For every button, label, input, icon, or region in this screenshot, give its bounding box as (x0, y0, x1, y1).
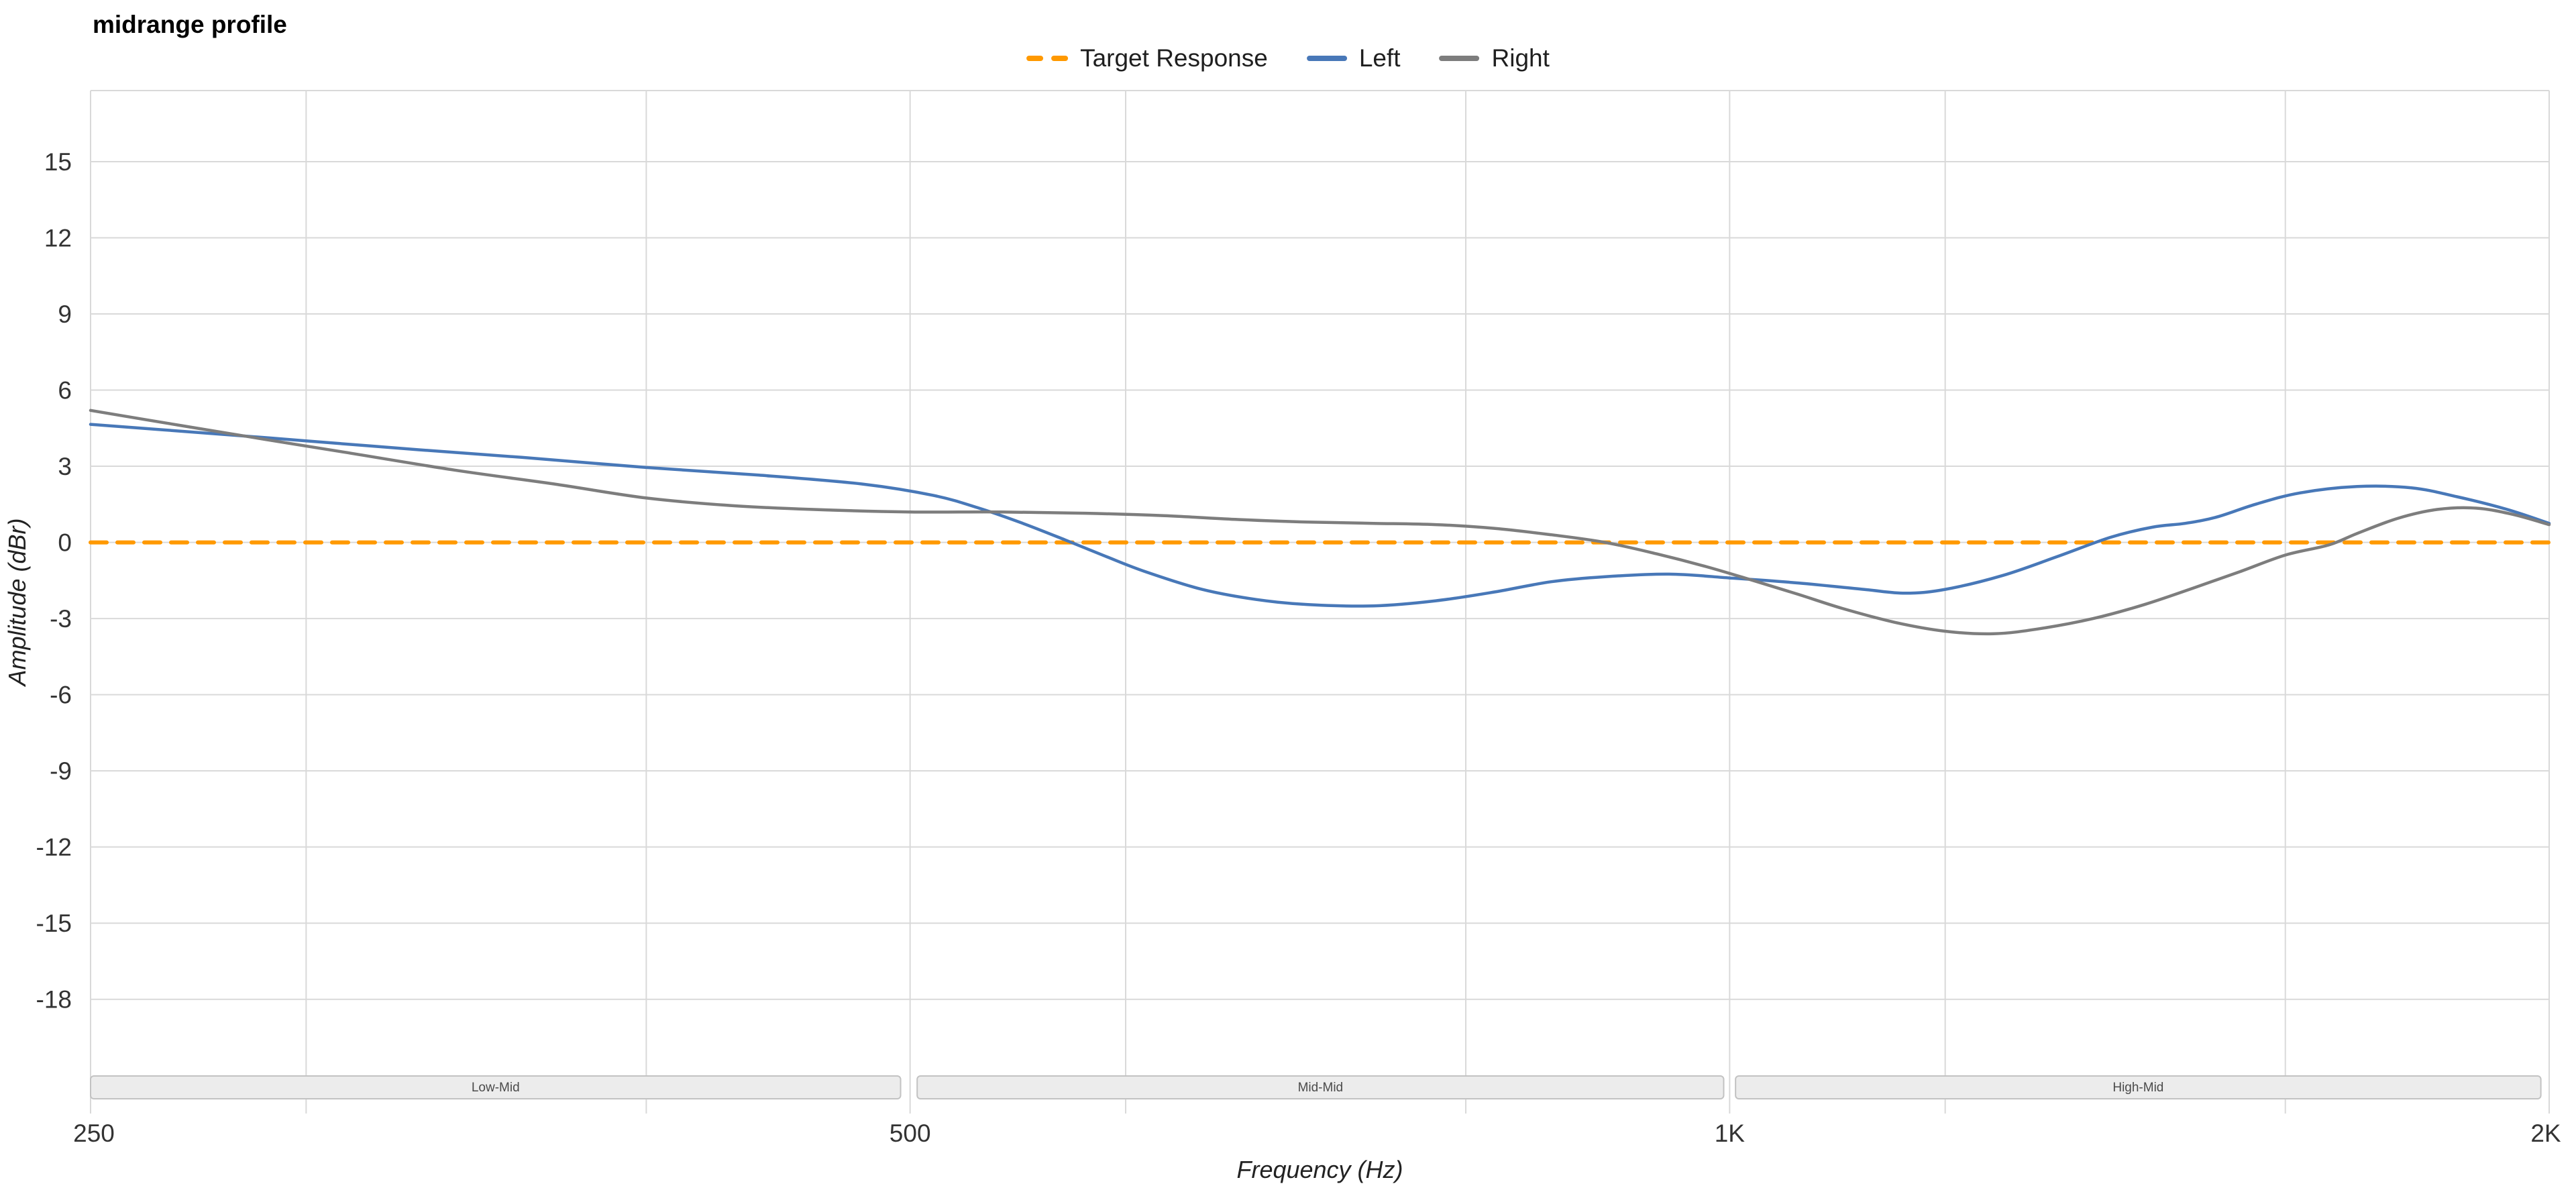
x-axis-title: Frequency (Hz) (1236, 1156, 1403, 1183)
y-tick-label: 9 (58, 301, 72, 328)
left-line (89, 423, 2551, 608)
x-tick-label: 2K (2530, 1120, 2561, 1147)
band-label: High-Mid (2112, 1081, 2163, 1095)
right-line-swatch (1439, 56, 1480, 61)
band-label: Low-Mid (472, 1081, 520, 1095)
y-tick-label: -12 (36, 834, 72, 861)
legend-item-left[interactable]: Left (1306, 44, 1401, 72)
legend-item-right[interactable]: Right (1439, 44, 1550, 72)
y-tick-label: 6 (58, 377, 72, 404)
y-tick-label: -3 (50, 605, 72, 633)
legend: Target Response Left Right (1026, 44, 1550, 72)
y-axis-title: Amplitude (dBr) (3, 518, 31, 687)
target-response-dash-swatch (1026, 56, 1069, 61)
chart-title: midrange profile (93, 11, 287, 38)
y-tick-label: 0 (58, 529, 72, 557)
band-label: Mid-Mid (1298, 1081, 1344, 1095)
x-tick-label: 250 (73, 1120, 115, 1147)
left-line-swatch (1306, 56, 1347, 61)
y-tick-label: -18 (36, 986, 72, 1014)
legend-label-left: Left (1358, 44, 1401, 72)
y-tick-label: 12 (44, 224, 72, 252)
x-tick-label: 500 (890, 1120, 931, 1147)
legend-label-target-response: Target Response (1080, 44, 1268, 72)
y-tick-label: 3 (58, 453, 72, 480)
y-tick-label: 15 (44, 148, 72, 176)
legend-item-target-response[interactable]: Target Response (1026, 44, 1268, 72)
band-region-high-mid (1735, 1075, 2542, 1099)
right-line (89, 409, 2551, 636)
legend-label-right: Right (1491, 44, 1550, 72)
y-tick-label: -6 (50, 682, 72, 709)
y-tick-label: -15 (36, 910, 72, 937)
band-region-mid-mid (916, 1075, 1725, 1099)
x-tick-label: 1K (1715, 1120, 1746, 1147)
band-region-low-mid (90, 1075, 902, 1099)
y-tick-label: -9 (50, 757, 72, 785)
